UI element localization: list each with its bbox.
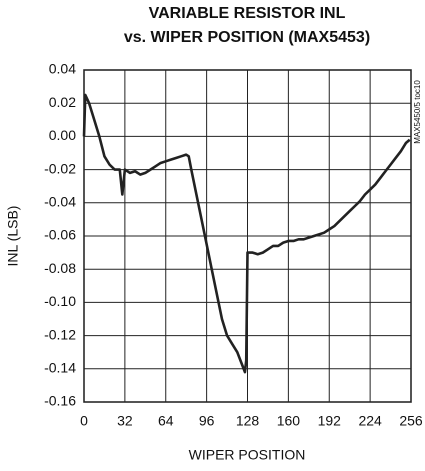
x-axis-label: WIPER POSITION <box>189 447 306 463</box>
x-tick-label: 96 <box>199 413 215 429</box>
y-tick-label: 0.02 <box>49 94 76 110</box>
y-tick-label: -0.16 <box>44 393 76 409</box>
x-tick-label: 192 <box>318 413 342 429</box>
y-tick-label: -0.10 <box>44 293 76 309</box>
x-tick-label: 224 <box>358 413 382 429</box>
y-tick-label: -0.04 <box>44 194 76 210</box>
data-line <box>82 93 411 374</box>
x-tick-label: 0 <box>80 413 88 429</box>
y-axis-label: INL (LSB) <box>5 206 21 267</box>
x-tick-label: 128 <box>236 413 260 429</box>
y-tick-label: -0.02 <box>44 160 76 176</box>
y-tick-label: -0.06 <box>44 227 76 243</box>
x-tick-label: 256 <box>399 413 423 429</box>
x-tick-label: 160 <box>277 413 301 429</box>
y-tick-label: -0.14 <box>44 360 76 376</box>
y-tick-label: 0.00 <box>49 127 76 143</box>
y-tick-label: 0.04 <box>49 61 76 77</box>
chart-title: vs. WIPER POSITION (MAX5453) <box>124 29 370 46</box>
y-tick-label: -0.12 <box>44 326 76 342</box>
y-tick-label: -0.08 <box>44 260 76 276</box>
chart-title: VARIABLE RESISTOR INL <box>149 5 346 22</box>
x-tick-label: 32 <box>117 413 133 429</box>
annotation: MAX5450/5 toc10 <box>413 80 422 144</box>
x-tick-label: 64 <box>158 413 174 429</box>
